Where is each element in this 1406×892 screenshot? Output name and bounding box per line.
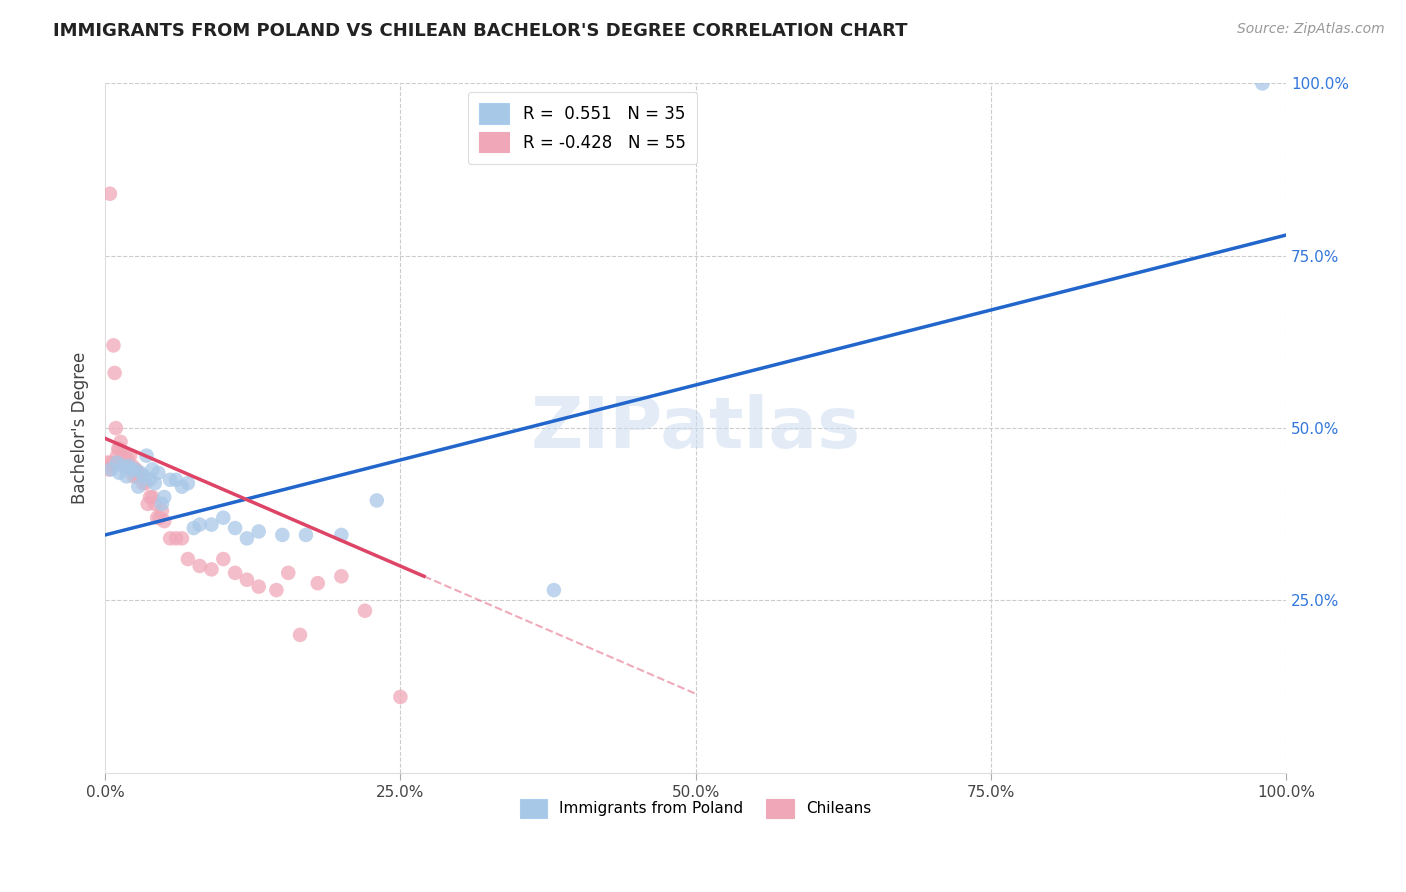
Point: [98, 186, 121, 201]
Text: Source: ZipAtlas.com: Source: ZipAtlas.com: [1237, 22, 1385, 37]
Point: [132, 476, 155, 491]
Point: [177, 476, 200, 491]
Point: [108, 442, 131, 456]
Point: [288, 628, 311, 642]
Point: [134, 469, 156, 483]
Point: [100, 462, 122, 476]
Point: [111, 458, 134, 473]
Point: [330, 569, 353, 583]
Point: [212, 552, 235, 566]
Point: [247, 524, 270, 539]
Point: [143, 476, 166, 491]
Point: [170, 480, 193, 494]
Point: [139, 490, 162, 504]
Point: [188, 517, 211, 532]
Point: [165, 473, 187, 487]
Point: [97, 462, 120, 476]
Point: [183, 521, 205, 535]
Point: [224, 566, 246, 580]
Point: [104, 366, 127, 380]
Point: [121, 458, 143, 473]
Point: [117, 452, 139, 467]
Point: [143, 497, 166, 511]
Point: [108, 466, 131, 480]
Point: [307, 576, 329, 591]
Point: [159, 473, 181, 487]
Point: [120, 462, 142, 476]
Point: [247, 580, 270, 594]
Y-axis label: Bachelor's Degree: Bachelor's Degree: [72, 352, 89, 504]
Point: [153, 514, 176, 528]
Point: [111, 452, 134, 467]
Point: [139, 473, 162, 487]
Point: [129, 466, 152, 480]
Point: [271, 528, 294, 542]
Point: [150, 497, 173, 511]
Point: [120, 462, 142, 476]
Point: [122, 469, 145, 483]
Point: [148, 466, 170, 480]
Point: [118, 458, 141, 473]
Point: [127, 480, 149, 494]
Point: [188, 558, 211, 573]
Point: [159, 532, 181, 546]
Text: ZIPatlas: ZIPatlas: [530, 393, 860, 463]
Point: [135, 449, 157, 463]
Point: [125, 462, 148, 476]
Point: [118, 458, 141, 473]
Point: [236, 573, 259, 587]
Point: [124, 462, 146, 476]
Point: [1251, 77, 1274, 91]
Point: [295, 528, 318, 542]
Point: [124, 462, 146, 476]
Point: [366, 493, 388, 508]
Point: [136, 497, 159, 511]
Point: [277, 566, 299, 580]
Point: [97, 456, 120, 470]
Point: [170, 532, 193, 546]
Point: [146, 510, 169, 524]
Point: [129, 469, 152, 483]
Point: [543, 583, 565, 598]
Point: [134, 476, 156, 491]
Point: [200, 517, 222, 532]
Point: [112, 449, 135, 463]
Point: [115, 469, 138, 483]
Point: [115, 458, 138, 473]
Text: IMMIGRANTS FROM POLAND VS CHILEAN BACHELOR'S DEGREE CORRELATION CHART: IMMIGRANTS FROM POLAND VS CHILEAN BACHEL…: [53, 22, 908, 40]
Point: [107, 442, 129, 456]
Point: [354, 604, 377, 618]
Point: [105, 456, 128, 470]
Point: [177, 552, 200, 566]
Point: [110, 434, 132, 449]
Point: [200, 562, 222, 576]
Point: [165, 532, 187, 546]
Point: [105, 449, 128, 463]
Point: [100, 456, 122, 470]
Point: [127, 466, 149, 480]
Point: [330, 528, 353, 542]
Point: [236, 532, 259, 546]
Point: [148, 510, 170, 524]
Point: [127, 469, 149, 483]
Point: [103, 338, 125, 352]
Point: [104, 421, 127, 435]
Point: [153, 490, 176, 504]
Point: [212, 510, 235, 524]
Point: [101, 458, 124, 473]
Point: [389, 690, 412, 704]
Point: [266, 583, 288, 598]
Point: [141, 462, 163, 476]
Point: [224, 521, 246, 535]
Legend: Immigrants from Poland, Chileans: Immigrants from Poland, Chileans: [513, 793, 877, 823]
Point: [111, 456, 134, 470]
Point: [150, 504, 173, 518]
Point: [114, 458, 136, 473]
Point: [118, 449, 141, 463]
Point: [141, 490, 163, 504]
